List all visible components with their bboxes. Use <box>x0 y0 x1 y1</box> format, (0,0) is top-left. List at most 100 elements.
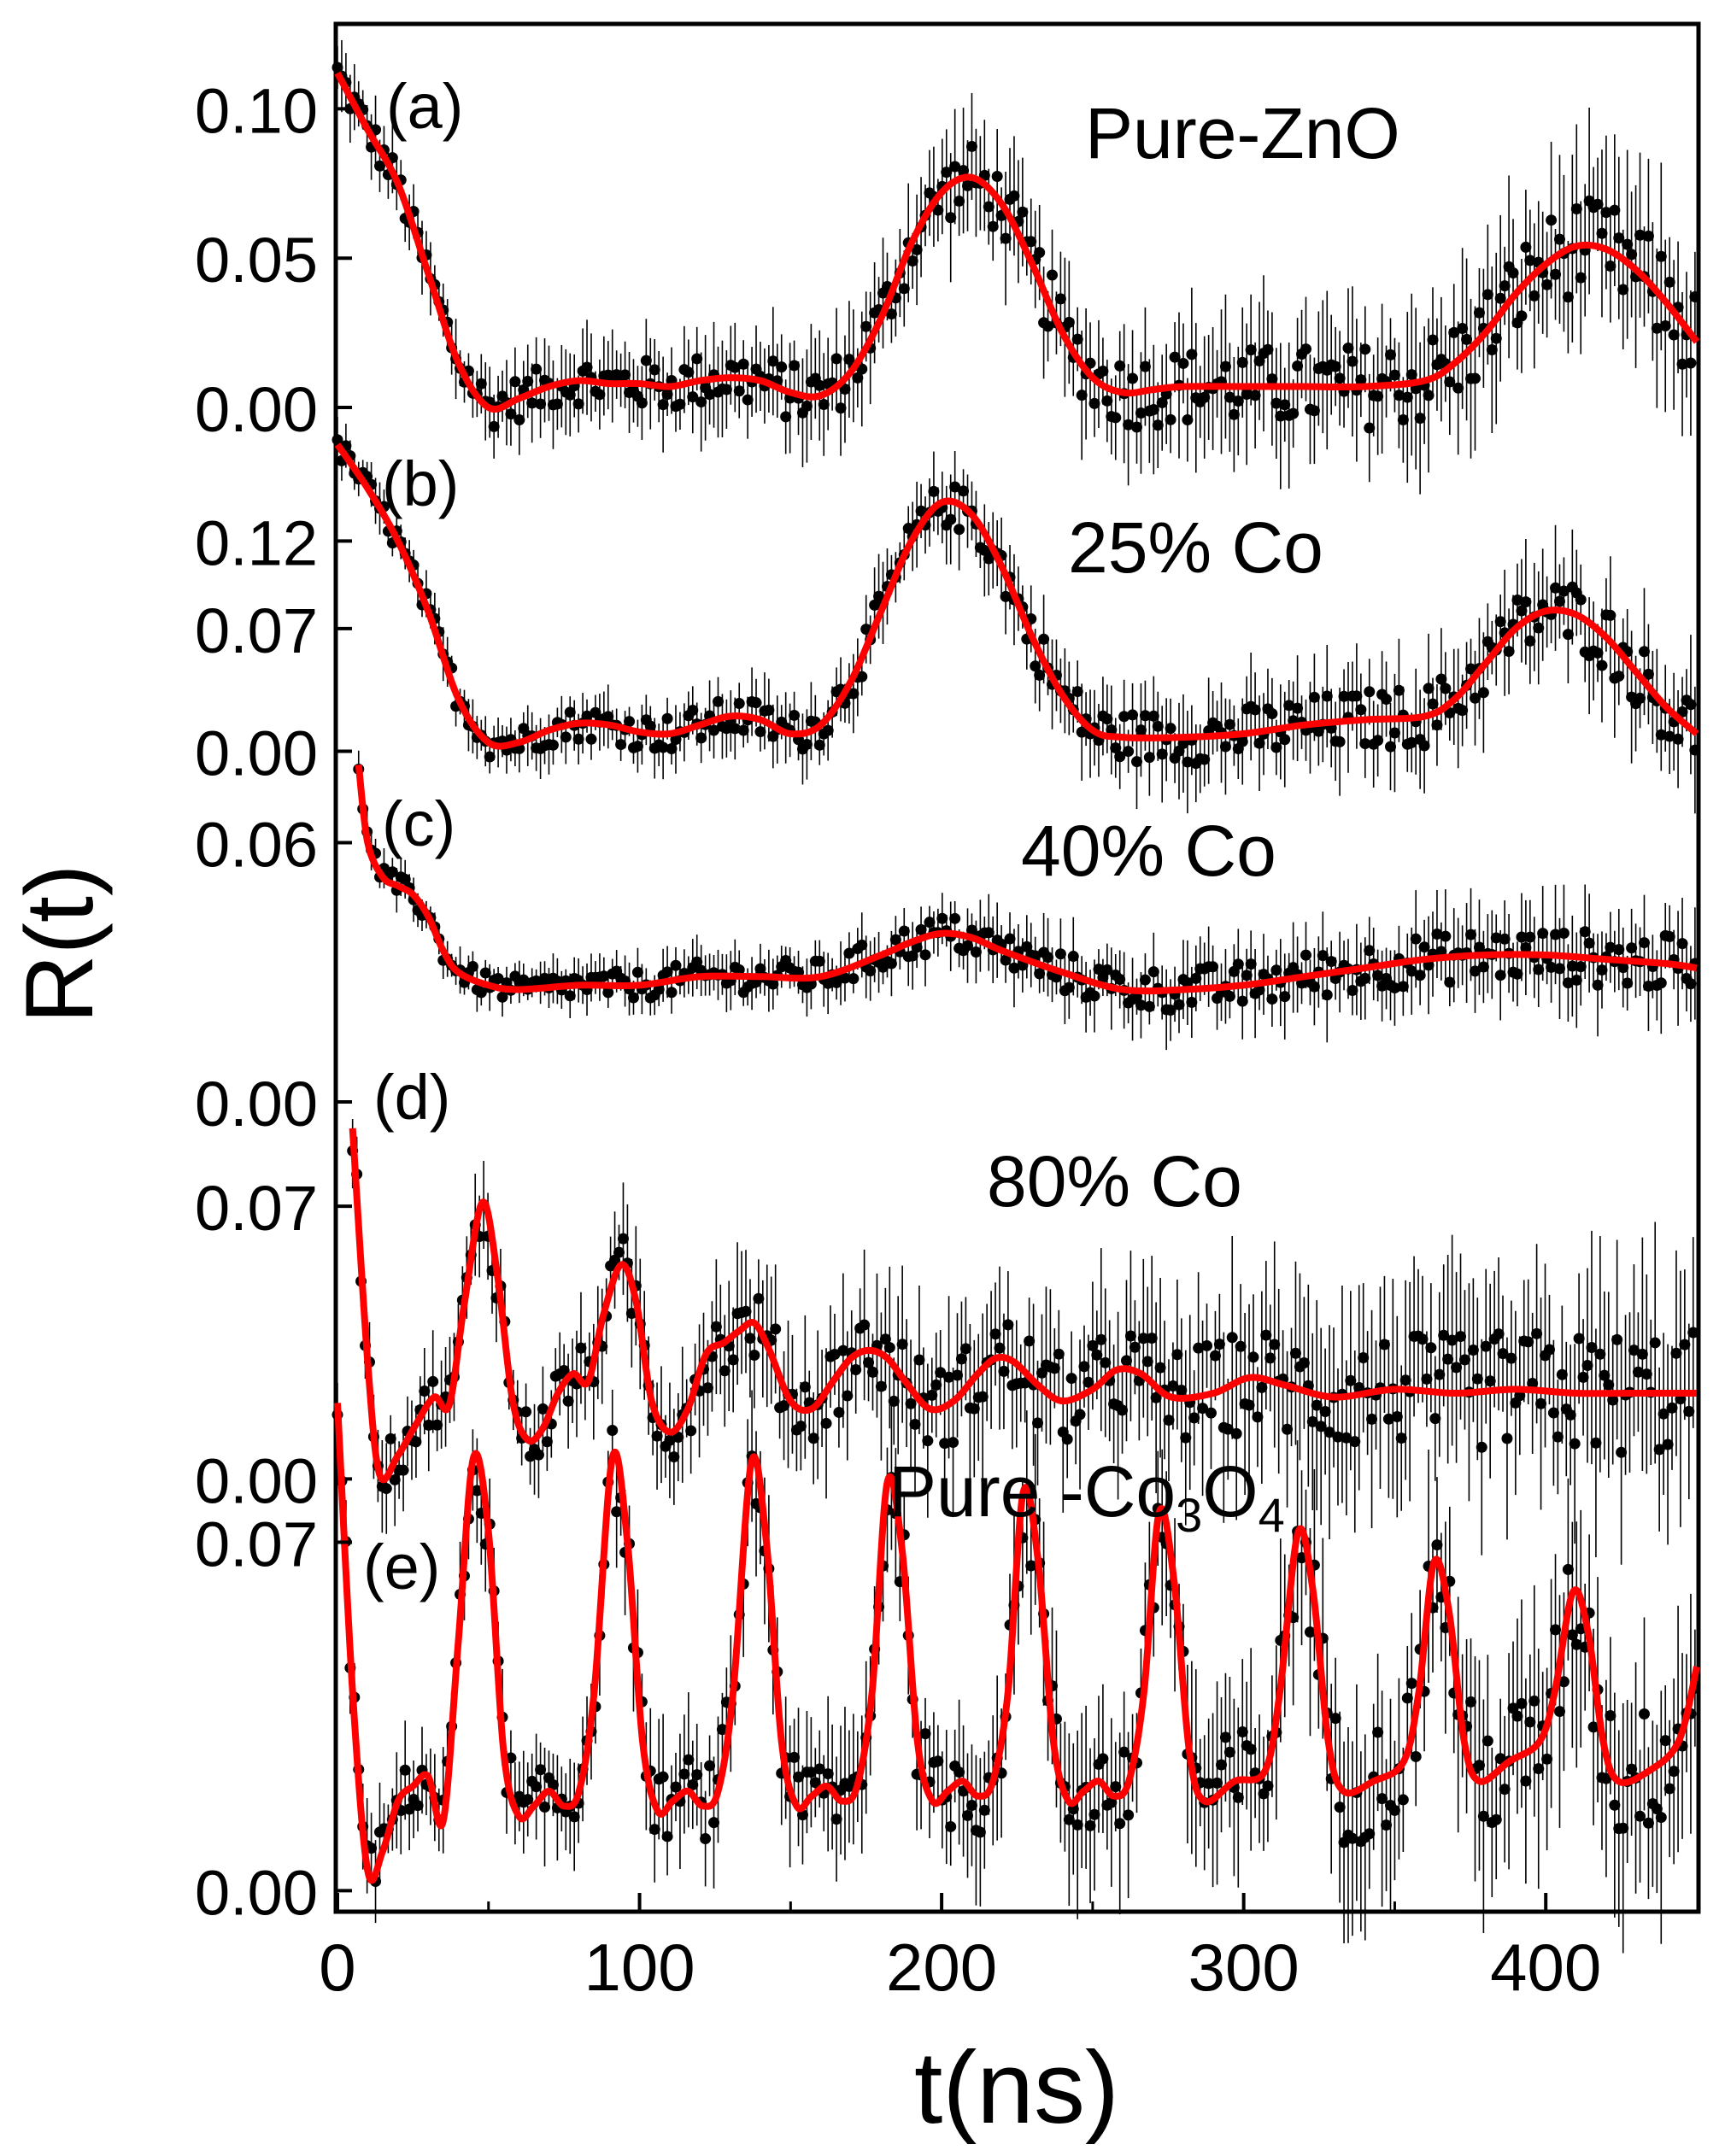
data-point <box>1078 1361 1090 1373</box>
data-point <box>1071 1819 1083 1831</box>
data-point <box>1642 980 1654 992</box>
data-point <box>1223 718 1235 730</box>
data-point <box>1562 977 1574 989</box>
data-point <box>1616 1446 1628 1458</box>
data-point <box>657 1771 669 1783</box>
data-point <box>1393 684 1405 696</box>
data-point <box>1076 726 1088 738</box>
data-point <box>919 949 931 961</box>
data-point <box>1236 356 1248 368</box>
data-point <box>1458 1354 1470 1366</box>
data-point <box>1388 1804 1400 1816</box>
data-point <box>1414 970 1426 981</box>
data-point <box>1550 268 1562 280</box>
data-point <box>1252 1411 1264 1423</box>
data-point <box>1131 421 1143 433</box>
data-point <box>1101 964 1113 975</box>
data-point <box>1063 1813 1075 1825</box>
data-point <box>889 934 901 946</box>
data-point <box>1655 1812 1667 1824</box>
data-point <box>1423 683 1435 694</box>
data-point <box>955 1353 967 1365</box>
data-point <box>695 732 707 744</box>
data-point <box>1262 343 1274 355</box>
data-point <box>594 389 606 401</box>
data-point <box>683 1754 695 1766</box>
data-point <box>1249 704 1261 716</box>
data-point <box>1626 1763 1638 1775</box>
data-point <box>1364 422 1376 434</box>
data-point <box>1590 1437 1602 1449</box>
data-point <box>1494 970 1506 981</box>
panel-a-ytick-label-1: 0.05 <box>195 225 318 296</box>
data-point <box>983 553 995 565</box>
data-point <box>1562 1563 1574 1575</box>
data-point <box>754 963 766 975</box>
data-point <box>1114 974 1126 986</box>
panel-e-name-sub1: 3 <box>1176 1488 1202 1542</box>
panel-b-name: 25% Co <box>1068 507 1323 588</box>
data-point <box>1431 719 1443 731</box>
data-point <box>1397 1794 1409 1806</box>
data-point <box>1444 707 1456 719</box>
data-point <box>1497 1348 1509 1360</box>
data-point <box>1110 412 1122 424</box>
data-point <box>1566 960 1578 972</box>
data-point <box>484 751 496 763</box>
data-point <box>1431 929 1443 940</box>
panel-d-yticks: 0.07 0.00 <box>195 1173 352 1516</box>
data-point <box>1575 272 1587 284</box>
data-point <box>1382 1413 1394 1425</box>
panel-c-ytick-label-0: 0.06 <box>195 809 318 880</box>
data-point <box>1666 1402 1678 1414</box>
data-point <box>1477 961 1489 973</box>
data-point <box>1152 720 1164 732</box>
data-point <box>1270 397 1282 409</box>
panel-b-data-points <box>332 416 1701 814</box>
data-point <box>930 1379 942 1391</box>
data-point <box>754 726 766 738</box>
data-point <box>1384 349 1396 360</box>
data-point <box>1139 710 1151 722</box>
data-point <box>1034 247 1046 259</box>
data-point <box>1241 970 1253 981</box>
data-point <box>1042 952 1054 964</box>
data-point <box>564 389 576 401</box>
data-point <box>1405 736 1417 748</box>
data-point <box>1186 349 1198 360</box>
data-point <box>1180 1432 1192 1444</box>
data-point <box>410 1436 422 1448</box>
data-point <box>850 1363 862 1375</box>
data-point <box>1477 687 1489 699</box>
data-point <box>1347 1832 1358 1844</box>
data-point <box>978 1804 990 1816</box>
data-point <box>1384 741 1396 753</box>
data-point <box>1388 982 1400 994</box>
data-point <box>867 1366 879 1378</box>
data-point <box>1399 1374 1411 1386</box>
data-point <box>1256 1381 1268 1393</box>
data-point <box>1000 232 1012 244</box>
data-point <box>1152 419 1164 431</box>
data-point <box>941 167 953 179</box>
data-point <box>513 414 525 426</box>
data-point <box>1364 945 1376 957</box>
data-point <box>1607 1394 1619 1406</box>
data-point <box>1097 1753 1109 1765</box>
data-point <box>674 398 686 410</box>
data-point <box>805 978 817 990</box>
panel-a-ytick-label-2: 0.00 <box>195 374 318 445</box>
data-point <box>763 704 775 716</box>
data-point <box>562 1395 574 1407</box>
data-point <box>1435 673 1447 685</box>
data-point <box>1550 1624 1562 1636</box>
data-point <box>885 958 897 970</box>
data-point <box>1640 1368 1652 1380</box>
data-point <box>1626 249 1638 261</box>
data-point <box>801 400 813 412</box>
data-point <box>1266 707 1278 719</box>
panel-b-ytick-label-0: 0.07 <box>195 595 318 666</box>
data-point <box>1520 241 1532 253</box>
data-point <box>1123 1809 1135 1821</box>
data-point <box>1480 1340 1492 1352</box>
